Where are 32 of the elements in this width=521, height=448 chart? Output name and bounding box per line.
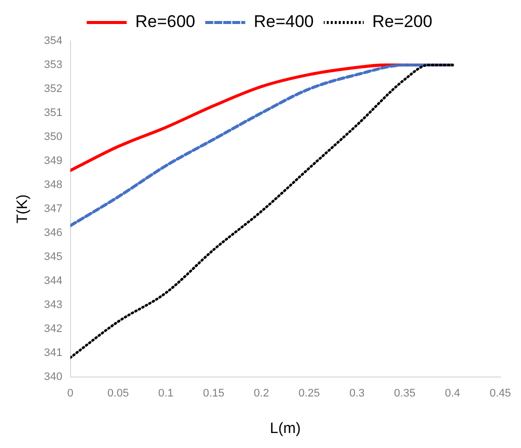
x-tick-label: 0 bbox=[67, 387, 74, 400]
y-tick-label: 340 bbox=[44, 370, 62, 383]
y-tick-label: 349 bbox=[44, 154, 62, 167]
y-axis-title: T(K) bbox=[14, 194, 32, 224]
x-tick-label: 0.35 bbox=[394, 387, 416, 400]
y-tick-label: 348 bbox=[44, 178, 62, 191]
x-axis-title: L(m) bbox=[270, 420, 301, 438]
x-tick-label: 0.45 bbox=[490, 387, 512, 400]
line-series bbox=[70, 63, 454, 228]
y-tick-label: 346 bbox=[44, 226, 62, 239]
line-series bbox=[70, 64, 454, 359]
y-tick-label: 345 bbox=[44, 250, 62, 263]
y-tick-label: 351 bbox=[44, 106, 62, 119]
x-tick-label: 0.3 bbox=[349, 387, 365, 400]
x-tick-label: 0.1 bbox=[158, 387, 174, 400]
y-tick-label: 350 bbox=[44, 130, 62, 143]
legend-label: Re=400 bbox=[254, 12, 314, 32]
y-tick-label: 344 bbox=[44, 274, 62, 287]
y-tick-label: 343 bbox=[44, 298, 62, 311]
x-tick-label: 0.4 bbox=[444, 387, 460, 400]
x-tick-label: 0.25 bbox=[298, 387, 320, 400]
x-tick-label: 0.05 bbox=[107, 387, 129, 400]
legend-label: Re=600 bbox=[135, 12, 196, 32]
y-tick-label: 347 bbox=[44, 202, 62, 215]
legend-label: Re=200 bbox=[372, 12, 432, 32]
y-tick-label: 342 bbox=[44, 322, 62, 335]
y-tick-label: 353 bbox=[44, 59, 62, 72]
x-tick-label: 0.15 bbox=[202, 387, 224, 400]
y-tick-label: 354 bbox=[44, 35, 62, 48]
y-tick-label: 341 bbox=[44, 346, 62, 359]
y-tick-label: 352 bbox=[44, 83, 62, 96]
x-tick-label: 0.2 bbox=[254, 387, 270, 400]
